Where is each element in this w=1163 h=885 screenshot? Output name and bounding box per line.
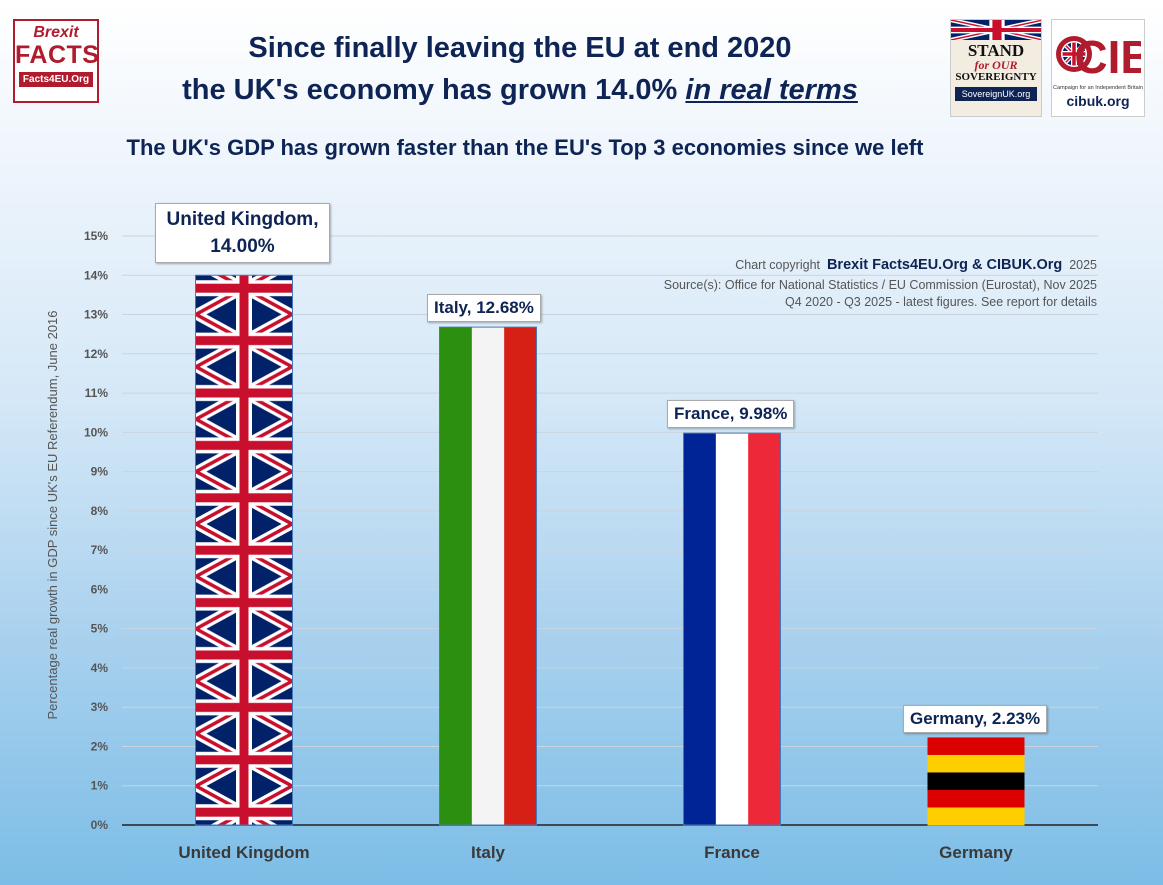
brexit-facts-logo: Brexit FACTS Facts4EU.Org — [13, 19, 99, 103]
y-tick-label: 9% — [91, 465, 109, 479]
y-tick-label: 0% — [91, 818, 109, 832]
data-label-france: France, 9.98% — [667, 400, 795, 428]
bar-germany — [927, 737, 1025, 826]
cib-mark-icon: CIB — [1056, 31, 1141, 83]
cib-logo: CIB Campaign for an Independent Britain … — [1051, 19, 1145, 117]
bar-italy — [439, 326, 537, 826]
x-category-label: France — [704, 843, 760, 862]
y-tick-label: 2% — [91, 739, 109, 753]
title-prefix: the UK's economy has grown 14.0% — [182, 74, 686, 106]
y-tick-label: 4% — [91, 661, 109, 675]
chart-subtitle: The UK's GDP has grown faster than the E… — [126, 135, 924, 160]
x-category-label: Germany — [939, 843, 1013, 862]
y-tick-label: 11% — [85, 386, 109, 400]
data-label-germany: Germany, 2.23% — [903, 705, 1048, 733]
chart-period: Q4 2020 - Q3 2025 - latest figures. See … — [785, 295, 1097, 309]
bar-uk — [195, 274, 293, 826]
stand-for-our-sovereignty-logo: STAND for OUR SOVEREIGNTY SovereignUK.or… — [950, 19, 1042, 117]
x-category-label: Italy — [471, 843, 506, 862]
y-tick-label: 13% — [84, 308, 108, 322]
chart-title-line-2: the UK's economy has grown 14.0% in real… — [120, 75, 920, 105]
data-label-united-kingdom: United Kingdom, 14.00% — [155, 203, 330, 263]
y-tick-label: 3% — [91, 700, 109, 714]
title-emphasis: in real terms — [685, 74, 858, 106]
chart-copyright: Chart copyright Brexit Facts4EU.Org & CI… — [735, 257, 1097, 273]
y-tick-label: 7% — [91, 543, 109, 557]
x-category-label: United Kingdom — [178, 843, 309, 862]
copyright-owners: Brexit Facts4EU.Org & CIBUK.Org — [826, 257, 1063, 273]
union-flag-icon — [951, 20, 1041, 40]
y-tick-label: 15% — [84, 229, 108, 243]
y-tick-label: 1% — [91, 779, 109, 793]
y-tick-label: 14% — [84, 268, 108, 282]
chart-title-line-1: Since finally leaving the EU at end 2020 — [248, 32, 792, 64]
y-tick-label: 12% — [84, 347, 108, 361]
bar-france — [683, 432, 781, 826]
y-tick-label: 8% — [91, 504, 109, 518]
cib-mark-text: CIB — [1074, 31, 1141, 83]
chart-sources: Source(s): Office for National Statistic… — [663, 278, 1097, 292]
data-label-italy: Italy, 12.68% — [427, 294, 541, 322]
y-tick-label: 10% — [84, 425, 108, 439]
y-tick-label: 5% — [91, 622, 109, 636]
y-tick-label: 6% — [91, 582, 109, 596]
